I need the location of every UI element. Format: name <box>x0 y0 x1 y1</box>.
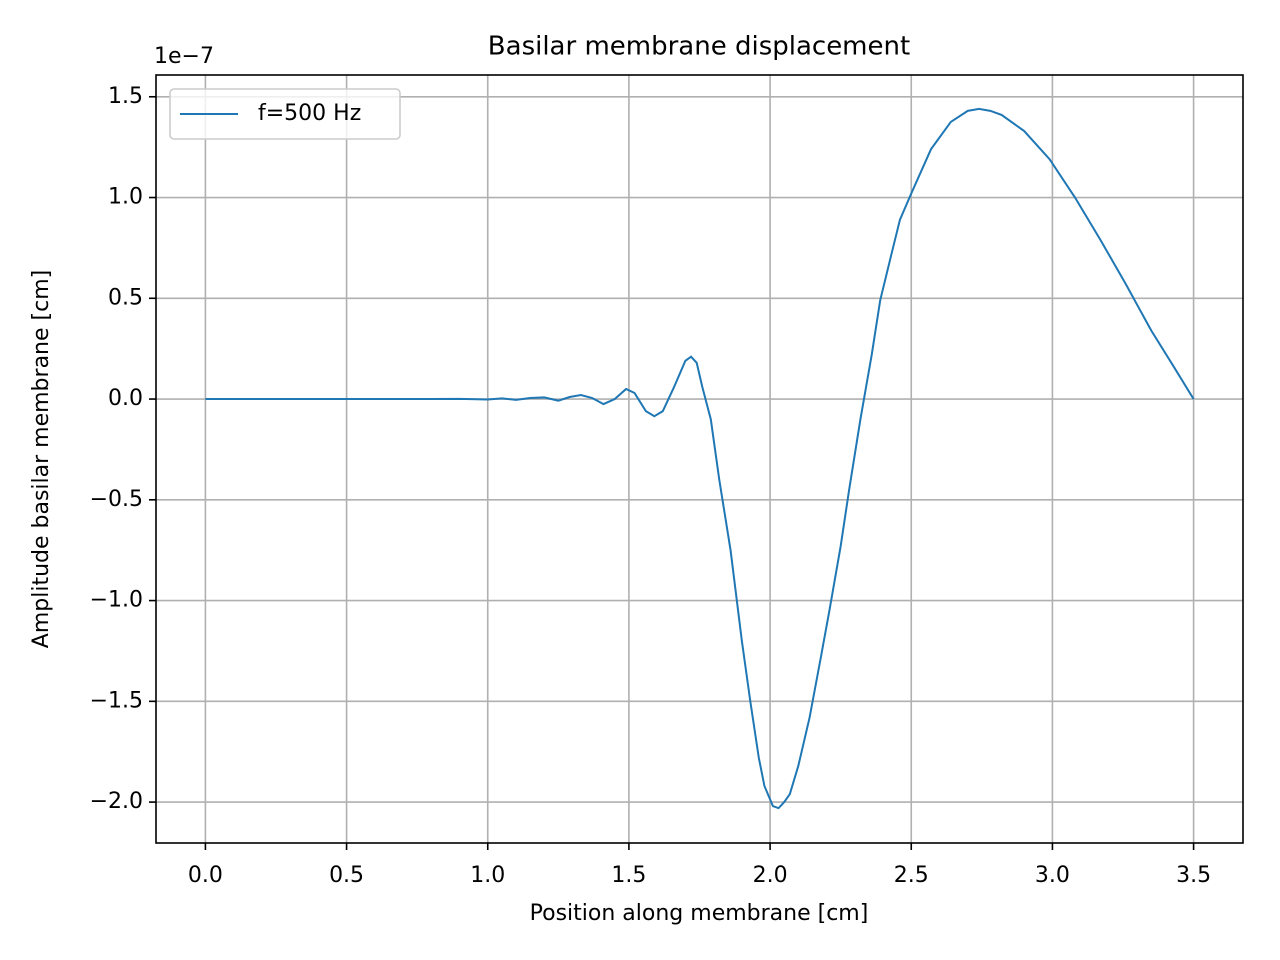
x-tick-label: 0.0 <box>188 863 223 888</box>
x-tick-label: 1.0 <box>470 863 505 888</box>
x-tick-label: 0.5 <box>329 863 364 888</box>
plot-frame <box>155 74 1244 844</box>
y-axis-label: Amplitude basilar membrane [cm] <box>29 270 54 648</box>
line-series <box>205 107 1195 810</box>
legend-label: f=500 Hz <box>258 101 361 126</box>
y-tick-label: −1.0 <box>90 588 143 613</box>
x-tick-label: 2.0 <box>753 863 788 888</box>
chart-title: Basilar membrane displacement <box>488 32 910 62</box>
y-tick-label: 0.0 <box>108 386 143 411</box>
x-axis-label: Position along membrane [cm] <box>530 901 869 926</box>
x-tick-label: 1.5 <box>611 863 646 888</box>
x-tick-label: 3.5 <box>1176 863 1211 888</box>
y-tick-label: 1.5 <box>108 84 143 109</box>
y-offset-text: 1e−7 <box>154 44 214 69</box>
y-tick-label: −2.0 <box>90 789 143 814</box>
y-tick-label: −0.5 <box>90 487 143 512</box>
y-tick-label: 0.5 <box>108 285 143 310</box>
x-tick-label: 2.5 <box>894 863 929 888</box>
legend-box <box>169 88 401 140</box>
y-tick-label: −1.5 <box>90 688 143 713</box>
y-tick-label: 1.0 <box>108 185 143 210</box>
x-tick-label: 3.0 <box>1035 863 1070 888</box>
